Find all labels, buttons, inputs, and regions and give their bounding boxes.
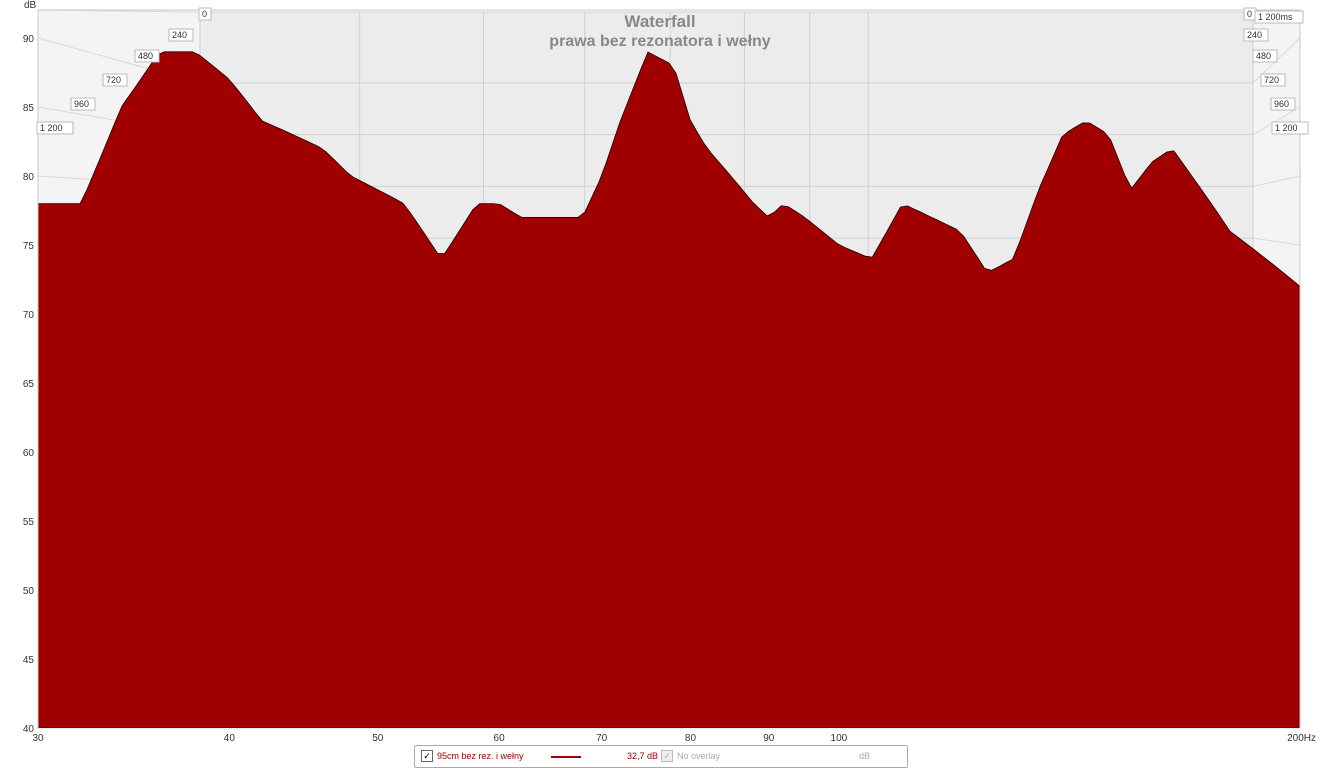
overlay-unit: dB xyxy=(859,751,871,761)
time-tick-box xyxy=(198,7,212,21)
time-tick-box xyxy=(1243,28,1269,42)
y-tick-label: 75 xyxy=(23,241,35,252)
time-tick-label: 1 200 xyxy=(1275,123,1298,133)
time-tick-box xyxy=(70,97,96,111)
overlay-label: No overlay xyxy=(677,751,721,761)
series-label: 95cm bez rez. i wełny xyxy=(437,751,524,761)
x-tick-label: 40 xyxy=(224,733,236,744)
time-tick-box xyxy=(134,49,160,63)
time-tick-label: 720 xyxy=(106,75,121,85)
time-tick-label: 1 200 xyxy=(40,123,63,133)
time-tick-box xyxy=(102,73,128,87)
series-color-swatch xyxy=(551,756,581,758)
waterfall-slice xyxy=(38,51,1300,728)
legend-bar: ✓ 95cm bez rez. i wełny 32,7 dB ✓ No ove… xyxy=(414,745,908,768)
series-value: 32,7 dB xyxy=(627,751,659,761)
time-tick-box xyxy=(1271,121,1309,135)
time-tick-label: 480 xyxy=(138,51,153,61)
right-wall-gridline xyxy=(1252,237,1301,246)
x-tick-label: 60 xyxy=(494,733,506,744)
time-tick-label: 0 xyxy=(1247,9,1252,19)
time-tick-label: 960 xyxy=(74,99,89,109)
time-tick-label: 960 xyxy=(1274,99,1289,109)
waterfall-slices xyxy=(38,51,1300,728)
y-tick-label: 55 xyxy=(23,517,35,528)
x-tick-label: 90 xyxy=(763,733,775,744)
right-wall-gridline xyxy=(1252,106,1301,136)
y-tick-label: 60 xyxy=(23,448,35,459)
time-tick-label: 0 xyxy=(202,9,207,19)
time-tick-label: 240 xyxy=(1247,30,1262,40)
overlay-checkbox[interactable]: ✓ xyxy=(661,750,673,762)
time-tick-box xyxy=(1260,73,1286,87)
x-tick-label: 70 xyxy=(596,733,608,744)
time-tick-box xyxy=(1270,97,1296,111)
y-tick-label: 80 xyxy=(23,172,35,183)
y-unit-label: dB xyxy=(24,0,37,11)
series-checkbox[interactable]: ✓ xyxy=(421,750,433,762)
x-tick-label: 30 xyxy=(32,733,44,744)
time-tick-label: 1 200ms xyxy=(1258,12,1293,22)
right-wall-gridline xyxy=(1252,175,1301,187)
y-tick-label: 45 xyxy=(23,655,35,666)
y-tick-label: 50 xyxy=(23,586,35,597)
time-tick-box xyxy=(1254,10,1304,24)
x-tick-label: 80 xyxy=(685,733,697,744)
y-tick-label: 85 xyxy=(23,103,35,114)
time-tick-box xyxy=(36,121,74,135)
time-tick-box xyxy=(168,28,194,42)
time-tick-label: 240 xyxy=(172,30,187,40)
y-tick-label: 90 xyxy=(23,34,35,45)
time-tick-box xyxy=(1252,49,1278,63)
x-tick-label: 50 xyxy=(372,733,384,744)
y-tick-label: 40 xyxy=(23,724,35,735)
time-tick-label: 480 xyxy=(1256,51,1271,61)
x-tick-label: 100 xyxy=(831,733,848,744)
time-tick-label: 720 xyxy=(1264,75,1279,85)
x-tick-label: 200Hz xyxy=(1287,733,1316,744)
y-tick-label: 65 xyxy=(23,379,35,390)
y-tick-label: 70 xyxy=(23,310,35,321)
